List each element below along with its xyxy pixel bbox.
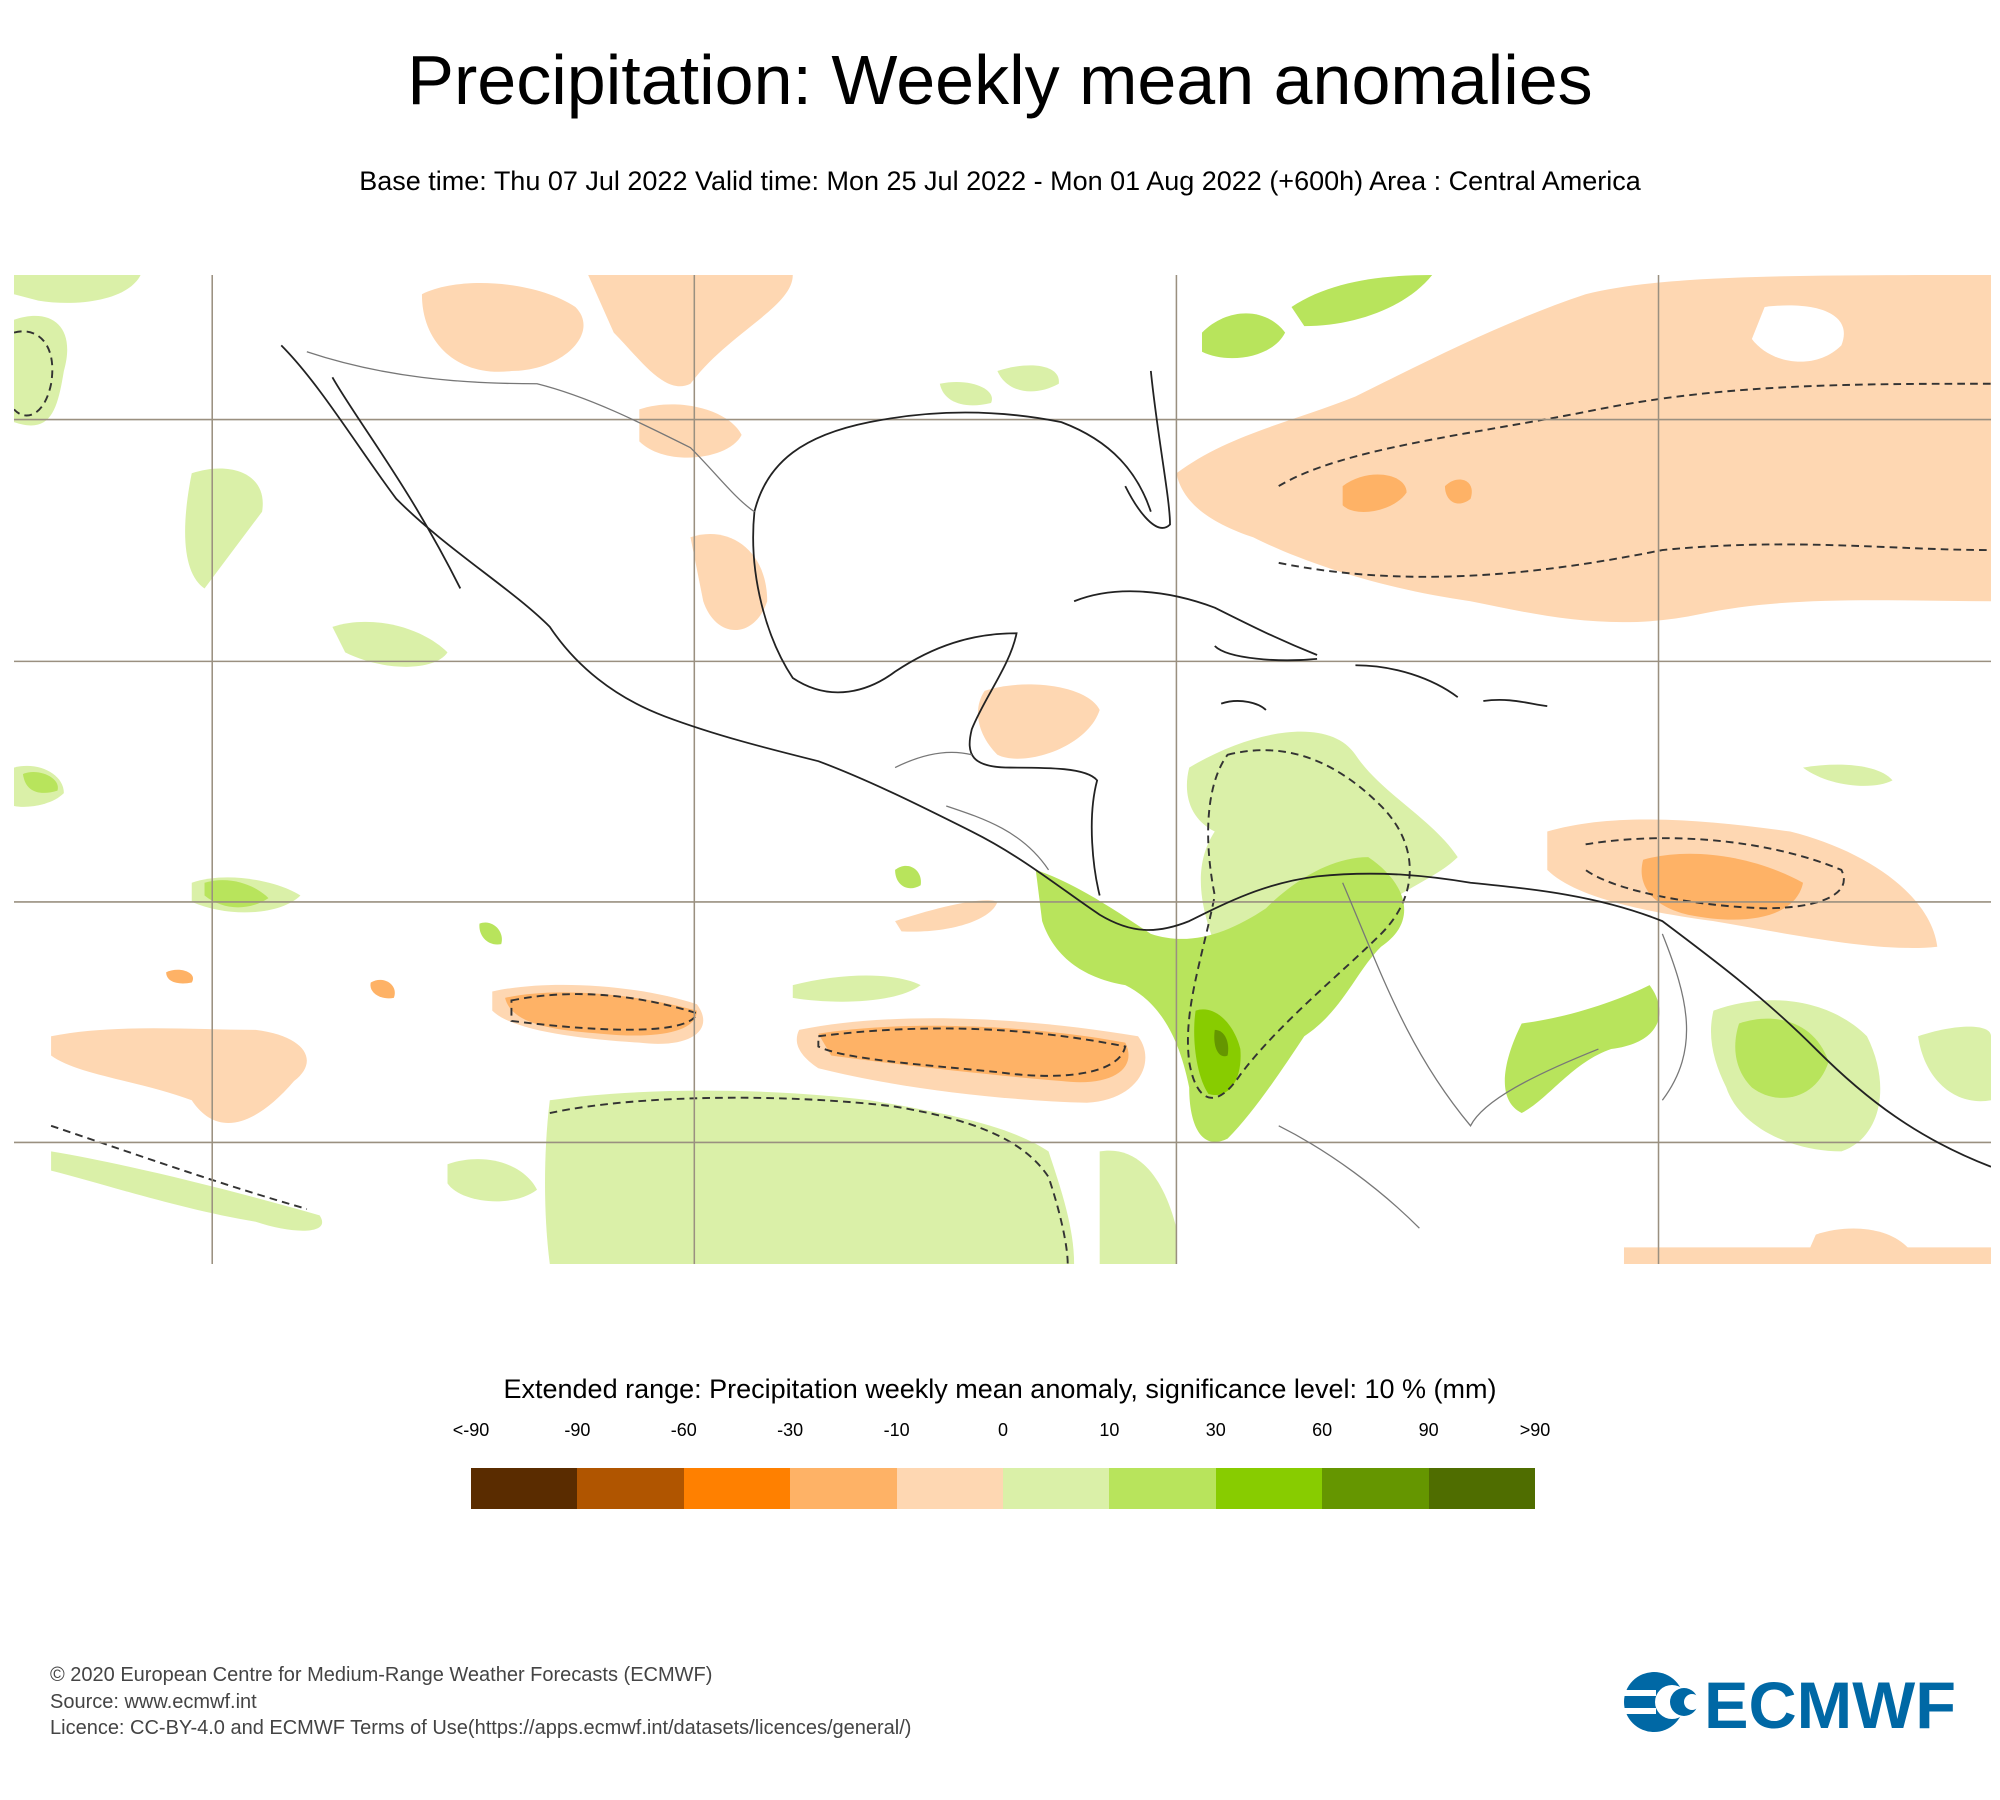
legend-colorbar	[471, 1468, 1536, 1509]
legend-swatch	[1428, 1468, 1536, 1509]
legend-swatch	[1003, 1468, 1110, 1509]
legend-label: 90	[1418, 1420, 1439, 1440]
licence-text: Licence: CC-BY-4.0 and ECMWF Terms of Us…	[50, 1717, 912, 1739]
legend-label: 30	[1205, 1420, 1226, 1440]
source-text: Source: www.ecmwf.int	[50, 1690, 257, 1713]
graticule	[14, 275, 1991, 1264]
significance-contours	[14, 330, 1991, 1264]
legend-swatch	[896, 1468, 1004, 1509]
svg-text:ECMWF: ECMWF	[1704, 1670, 1956, 1734]
legend-label: >90	[1519, 1420, 1551, 1440]
legend-label: -30	[777, 1420, 804, 1440]
legend-label: -60	[670, 1420, 697, 1440]
legend-label: 60	[1312, 1420, 1333, 1440]
borders	[306, 351, 1688, 1229]
legend-swatch	[471, 1468, 578, 1509]
legend-label: -10	[883, 1420, 910, 1440]
legend-swatch	[1109, 1468, 1216, 1509]
legend-swatch	[1215, 1468, 1323, 1509]
legend-labels: <-90 -90 -60 -30 -10 0 10 30 60 90 >90	[453, 1420, 1551, 1444]
legend-swatch	[683, 1468, 791, 1509]
legend-label: <-90	[452, 1420, 490, 1440]
anomaly-map	[14, 275, 1991, 1264]
legend-swatch	[1322, 1468, 1429, 1509]
copyright-text: © 2020 European Centre for Medium-Range …	[50, 1664, 713, 1686]
ecmwf-logo: ECMWF	[1622, 1670, 1956, 1734]
footer: © 2020 European Centre for Medium-Range …	[50, 1662, 911, 1742]
page-title: Precipitation: Weekly mean anomalies	[407, 41, 1593, 119]
coastlines	[280, 344, 1991, 1168]
legend-swatch	[790, 1468, 897, 1509]
legend-title: Extended range: Precipitation weekly mea…	[503, 1374, 1497, 1404]
page-subtitle: Base time: Thu 07 Jul 2022 Valid time: M…	[359, 166, 1641, 196]
legend-label: 0	[997, 1420, 1009, 1440]
legend-label: 10	[1099, 1420, 1120, 1440]
legend-label: -90	[564, 1420, 591, 1440]
negative-anomaly-areas	[51, 275, 1991, 1264]
positive-anomaly-areas	[14, 275, 1991, 1264]
legend-swatch	[577, 1468, 684, 1509]
